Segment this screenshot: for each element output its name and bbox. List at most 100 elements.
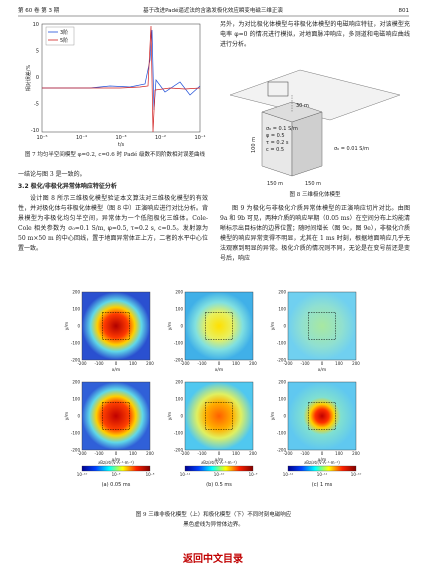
x-tick-label: 0 (321, 361, 324, 366)
paragraph: 图 9 为极化与非极化介质异常体模型的正演响应切片对比。由图 9a 和 9b 可… (220, 205, 410, 262)
colorbar-tick: 10⁻¹⁰ (77, 472, 88, 477)
fig7-x-tick: 10⁻¹ (194, 135, 205, 141)
fig7-y-tick: 0 (36, 75, 39, 81)
y-tick-label: -200 (277, 358, 287, 363)
fig8-width: 150 m (267, 181, 283, 187)
fig7-curve (42, 25, 201, 133)
colorbar (287, 465, 357, 472)
colorbar-tick: 10⁻¹² (283, 472, 294, 477)
heatmap (287, 291, 357, 361)
x-tick-label: -200 (283, 361, 293, 366)
y-tick-label: -200 (71, 448, 81, 453)
x-axis-label: x/m (318, 367, 327, 373)
y-axis-label: y/m (64, 412, 70, 421)
heatmap (81, 381, 151, 451)
y-axis-label: y/m (270, 412, 276, 421)
block-side (291, 111, 323, 177)
x-axis-label: x/m (112, 457, 121, 463)
y-tick-label: -200 (71, 358, 81, 363)
colorbar-tick: 10⁻¹¹ (180, 472, 191, 477)
anomaly-boundary (205, 312, 233, 340)
y-tick-label: 0 (180, 324, 183, 329)
x-tick-label: -100 (300, 451, 310, 456)
y-tick-label: -100 (71, 341, 81, 346)
fig7-y-tick: -10 (31, 128, 39, 134)
header-issue: 第 60 卷 第 3 期 (18, 6, 60, 14)
y-tick-label: 0 (77, 324, 80, 329)
colorbar (81, 465, 151, 472)
y-tick-label: 100 (175, 307, 183, 312)
x-tick-label: 100 (232, 451, 240, 456)
x-tick-label: 100 (335, 451, 343, 456)
x-tick-label: 100 (129, 451, 137, 456)
y-axis-label: y/m (64, 322, 70, 331)
subcaption: (c) 1 ms (312, 482, 333, 488)
x-axis-label: x/m (215, 367, 224, 373)
x-tick-label: -200 (77, 361, 87, 366)
fig9-caption: 图 9 三维非极化模型（上）和极化模型（下）不同时刻电磁响应 (135, 512, 292, 518)
colorbar (184, 465, 254, 472)
subcaption: (a) 0.05 ms (102, 482, 131, 488)
x-tick-label: 200 (146, 361, 154, 366)
x-tick-label: -200 (180, 451, 190, 456)
anomaly-boundary (102, 402, 130, 430)
fig7-y-tick: 5 (36, 49, 39, 55)
x-tick-label: -100 (300, 361, 310, 366)
colorbar-title: ∂Bz/∂t/(V·A⁻¹·m⁻²) (201, 460, 237, 465)
y-tick-label: -100 (174, 341, 184, 346)
fig9-caption: 黑色虚线为异常体边界。 (183, 522, 244, 528)
paragraph: 设计图 8 所示三维极化模型验证本文算法对三维极化模型的有效性，并对极化体与非极… (18, 195, 208, 252)
y-tick-label: -100 (277, 341, 287, 346)
y-tick-label: -100 (277, 431, 287, 436)
heatmap (287, 381, 357, 451)
heatmap (184, 291, 254, 361)
fig8-param: σ₀ = 0.1 S/m (266, 126, 298, 132)
heatmap (184, 381, 254, 451)
fig7-y-tick: -5 (34, 102, 39, 108)
x-tick-label: 200 (352, 361, 360, 366)
fig7-x-tick: 10⁻⁴ (76, 135, 87, 141)
y-tick-label: 100 (278, 397, 286, 402)
section-heading: 3.2 极化/非极化异常体响应特征分析 (18, 183, 117, 190)
y-tick-label: 0 (283, 414, 286, 419)
x-tick-label: 0 (115, 451, 118, 456)
x-tick-label: -200 (77, 451, 87, 456)
y-axis-label: y/m (167, 322, 173, 331)
x-tick-label: 200 (352, 451, 360, 456)
y-tick-label: 200 (175, 290, 183, 295)
x-tick-label: 200 (146, 451, 154, 456)
header-title: 基于改进Padé逼近法的含激发极化效应瞬变电磁三维正演 (143, 6, 283, 14)
x-tick-label: -200 (180, 361, 190, 366)
footer-link[interactable]: 返回中文目录 (183, 552, 243, 565)
y-tick-label: 0 (180, 414, 183, 419)
colorbar-tick: 10⁻¹¹ (317, 472, 328, 477)
x-axis-label: x/m (215, 457, 224, 463)
fig7-x-tick: 10⁻² (155, 135, 166, 141)
fig8-param: φ = 0.5 (266, 133, 285, 139)
x-tick-label: -100 (94, 361, 104, 366)
colorbar-tick: 10⁻⁸ (146, 472, 155, 477)
colorbar-title: ∂Bz/∂t/(V·A⁻¹·m⁻²) (304, 460, 340, 465)
loop-source (267, 81, 289, 97)
heatmap (81, 291, 151, 361)
x-axis-label: x/m (318, 457, 327, 463)
fig8-param: c = 0.5 (266, 147, 284, 153)
fig8-height: 100 m (251, 137, 257, 153)
x-tick-label: 100 (232, 361, 240, 366)
fig7-caption: 图 7 均匀半空间模型 φ=0.2, c=0.6 时 Padé 级数不同阶数相对… (24, 152, 206, 158)
fig8-depth: 30 m (296, 103, 309, 109)
y-tick-label: -100 (174, 431, 184, 436)
anomaly-boundary (308, 402, 336, 430)
y-tick-label: -200 (174, 448, 184, 453)
fig7-x-tick: 10⁻³ (115, 135, 126, 141)
anomaly-boundary (205, 402, 233, 430)
x-axis-label: x/m (112, 367, 121, 373)
x-tick-label: 200 (249, 361, 257, 366)
y-tick-label: -100 (71, 431, 81, 436)
paragraph: 另外，为对比极化体模型与非极化体模型的电磁响应特征，对该模型充电率 φ=0 的情… (220, 21, 410, 48)
y-tick-label: 100 (72, 397, 80, 402)
fig8-caption: 图 8 三维极化体模型 (289, 192, 341, 198)
y-axis-label: y/m (270, 322, 276, 331)
